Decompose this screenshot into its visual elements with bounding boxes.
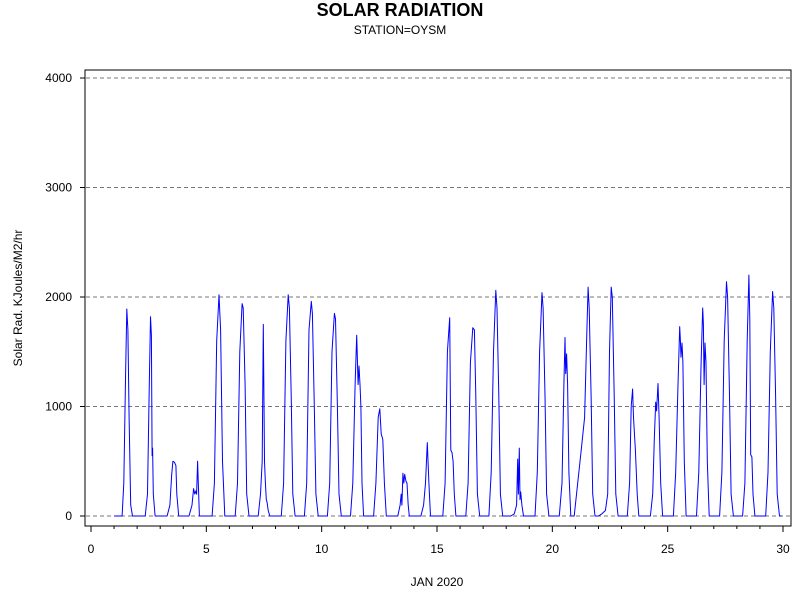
chart-subtitle: STATION=OYSM xyxy=(353,23,447,37)
plot-frame xyxy=(84,69,792,527)
x-axis-ticks: 0 5 10 15 20 25 30 xyxy=(88,526,790,556)
x-tick-label: 0 xyxy=(88,542,95,556)
x-tick-label: 30 xyxy=(776,542,790,556)
x-tick-label: 15 xyxy=(430,542,444,556)
series-layer xyxy=(114,274,782,517)
y-tick-label: 4000 xyxy=(45,71,72,85)
chart-title: SOLAR RADIATION xyxy=(316,0,484,20)
y-tick-label: 0 xyxy=(65,509,72,523)
y-tick-label: 3000 xyxy=(45,181,72,195)
series-line xyxy=(114,274,782,517)
x-axis-label: JAN 2020 xyxy=(411,575,464,589)
y-tick-label: 1000 xyxy=(45,400,72,414)
x-tick-label: 5 xyxy=(203,542,210,556)
x-tick-label: 10 xyxy=(315,542,329,556)
y-axis-label: Solar Rad. KJoules/M2/hr xyxy=(11,230,25,367)
y-axis-ticks: 0 1000 2000 3000 4000 xyxy=(45,71,85,523)
y-tick-label: 2000 xyxy=(45,290,72,304)
x-tick-label: 20 xyxy=(546,542,560,556)
x-tick-label: 25 xyxy=(661,542,675,556)
